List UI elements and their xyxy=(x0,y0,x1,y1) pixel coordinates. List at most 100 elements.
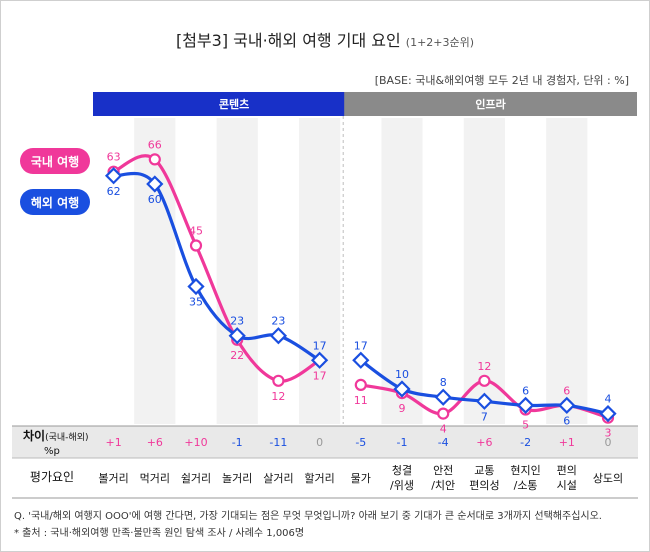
group-band-label: 인프라 xyxy=(475,97,506,111)
overseas-point xyxy=(104,167,123,185)
data-label: 23 xyxy=(271,315,285,328)
category-label: 쉴거리 xyxy=(181,472,211,485)
category-label: 먹거리 xyxy=(140,472,170,485)
overseas-point xyxy=(558,396,576,415)
data-label: 60 xyxy=(148,193,162,206)
category-label: 시설 xyxy=(557,479,577,492)
diff-label-unit: %p xyxy=(44,446,60,457)
data-label: 17 xyxy=(313,369,327,382)
background-layer: +1볼거리+6먹거리+10쉴거리-1놀거리-11살거리0할거리-5물가-1청결/… xyxy=(12,92,638,499)
overseas-point xyxy=(393,380,411,398)
diff-value: -1 xyxy=(397,436,408,449)
legend-overseas-pill xyxy=(20,189,90,215)
series-layer xyxy=(104,153,617,424)
category-label: 현지인 xyxy=(510,464,540,477)
group-bands: 콘텐츠 인프라 xyxy=(93,92,637,116)
data-label: 4 xyxy=(440,423,447,436)
column-shade xyxy=(134,118,176,424)
data-label: 63 xyxy=(107,151,121,164)
domestic-point xyxy=(354,378,367,391)
data-label: 45 xyxy=(189,225,203,238)
category-label: 할거리 xyxy=(304,472,334,485)
column-shade xyxy=(216,118,258,424)
diff-value: -4 xyxy=(438,436,449,449)
data-label: 22 xyxy=(230,349,244,362)
footnote-question: Q. '국내/해외 여행지 OOO'에 여행 간다면, 가장 기대되는 점은 무… xyxy=(14,509,602,522)
group-band xyxy=(93,92,376,116)
data-label: 6 xyxy=(522,384,529,397)
data-label: 66 xyxy=(148,138,162,151)
data-label: 5 xyxy=(522,419,529,432)
legend-domestic-pill xyxy=(20,148,90,174)
category-label: 물가 xyxy=(351,472,371,485)
category-label: /치안 xyxy=(431,479,455,492)
group-band xyxy=(344,92,637,116)
legend: 국내 여행 해외 여행 xyxy=(20,148,90,215)
data-label: 17 xyxy=(313,339,327,352)
overseas-point xyxy=(146,175,164,193)
category-label: 편의성 xyxy=(469,479,499,492)
base-note: [BASE: 국내&해외여행 모두 2년 내 경험자, 단위 : %] xyxy=(375,73,629,87)
domestic-point xyxy=(478,374,491,387)
diff-value: -2 xyxy=(520,436,531,449)
column-shade xyxy=(381,118,423,424)
diff-value: +10 xyxy=(184,436,207,449)
category-label: 편의 xyxy=(557,464,577,477)
data-label: 23 xyxy=(230,315,244,328)
diff-value: -11 xyxy=(269,436,287,449)
data-label: 35 xyxy=(189,296,203,309)
data-label: 8 xyxy=(440,376,447,389)
diff-value: 0 xyxy=(605,436,612,449)
diff-label: 차이 xyxy=(23,428,45,443)
data-label: 9 xyxy=(399,402,406,415)
diff-value: +1 xyxy=(105,436,121,449)
chart-title: [첨부3] 국내·해외 여행 기대 요인 (1+2+3순위) xyxy=(176,31,474,50)
data-label: 12 xyxy=(271,390,285,403)
column-shade xyxy=(299,118,341,424)
domestic-point xyxy=(148,153,161,166)
data-label: 11 xyxy=(354,394,368,407)
overseas-point xyxy=(310,351,329,369)
data-label: 7 xyxy=(481,410,488,423)
footnote-source: * 출처 : 국내·해외여행 만족·불만족 원인 탐색 조사 / 사례수 1,0… xyxy=(14,526,304,539)
chart-title-sub: (1+2+3순위) xyxy=(406,36,474,49)
svg-text:차이(국내-해외): 차이(국내-해외) xyxy=(23,428,88,443)
data-label: 6 xyxy=(563,384,570,397)
overseas-point xyxy=(352,351,370,369)
data-label: 3 xyxy=(605,427,612,440)
overseas-point xyxy=(187,277,205,296)
column-shade xyxy=(463,118,505,424)
column-shade xyxy=(546,118,588,424)
data-label: 17 xyxy=(354,339,368,352)
group-band-label: 콘텐츠 xyxy=(219,97,249,111)
category-label: 놀거리 xyxy=(222,472,252,485)
chart-title-main: [첨부3] 국내·해외 여행 기대 요인 xyxy=(176,31,401,50)
data-label: 6 xyxy=(563,414,570,427)
category-label: /위생 xyxy=(390,479,414,492)
category-label: 볼거리 xyxy=(98,472,128,485)
overseas-point xyxy=(269,327,288,345)
diff-label-note: (국내-해외) xyxy=(45,431,88,443)
category-label: /소통 xyxy=(514,479,538,492)
diff-value: +6 xyxy=(476,436,492,449)
category-label: 청결 xyxy=(392,464,412,477)
diff-row-bg xyxy=(12,426,638,458)
overseas-point xyxy=(475,392,494,410)
data-label: 10 xyxy=(395,368,409,381)
overseas-point xyxy=(599,404,617,423)
category-label: 살거리 xyxy=(263,472,293,485)
category-label: 상도의 xyxy=(593,472,623,485)
legend-domestic-label: 국내 여행 xyxy=(31,154,79,169)
legend-overseas-label: 해외 여행 xyxy=(31,195,79,210)
diff-value: -1 xyxy=(232,436,243,449)
overseas-point xyxy=(228,327,246,345)
diff-value: 0 xyxy=(316,436,323,449)
category-label: 안전 xyxy=(433,464,453,477)
domestic-point xyxy=(437,407,450,420)
data-label: 4 xyxy=(605,393,612,406)
overseas-point xyxy=(434,388,452,406)
category-label: 교통 xyxy=(474,464,494,477)
